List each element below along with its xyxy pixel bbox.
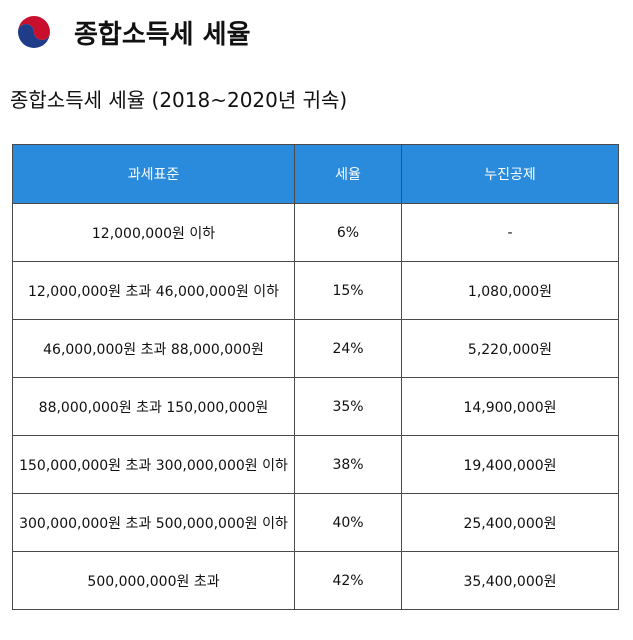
deduction-cell: 1,080,000원 [401, 261, 619, 320]
tax-rate-cell: 24% [294, 319, 402, 378]
tax-base-cell: 12,000,000원 이하 [12, 203, 295, 262]
table-row: 46,000,000원 초과 88,000,000원 24% 5,220,000… [12, 319, 619, 378]
page-header: 종합소득세 세율 [14, 10, 251, 54]
table-row: 150,000,000원 초과 300,000,000원 이하 38% 19,4… [12, 435, 619, 494]
table-row: 300,000,000원 초과 500,000,000원 이하 40% 25,4… [12, 493, 619, 552]
table-row: 500,000,000원 초과 42% 35,400,000원 [12, 551, 619, 610]
deduction-cell: 14,900,000원 [401, 377, 619, 436]
tax-base-cell: 150,000,000원 초과 300,000,000원 이하 [12, 435, 295, 494]
deduction-cell: 19,400,000원 [401, 435, 619, 494]
column-header-tax-base: 과세표준 [12, 144, 295, 204]
tax-base-cell: 12,000,000원 초과 46,000,000원 이하 [12, 261, 295, 320]
page-title: 종합소득세 세율 [74, 19, 251, 50]
table-row: 12,000,000원 초과 46,000,000원 이하 15% 1,080,… [12, 261, 619, 320]
tax-rate-cell: 35% [294, 377, 402, 436]
column-header-tax-rate: 세율 [294, 144, 402, 204]
tax-rate-cell: 38% [294, 435, 402, 494]
table-caption: 종합소득세 세율 (2018~2020년 귀속) [10, 88, 348, 112]
tax-base-cell: 88,000,000원 초과 150,000,000원 [12, 377, 295, 436]
tax-rate-cell: 6% [294, 203, 402, 262]
korea-government-emblem-icon [18, 16, 50, 48]
table-header-row: 과세표준 세율 누진공제 [12, 144, 619, 204]
tax-rate-cell: 40% [294, 493, 402, 552]
deduction-cell: - [401, 203, 619, 262]
column-header-progressive-deduction: 누진공제 [401, 144, 619, 204]
tax-rate-table: 과세표준 세율 누진공제 12,000,000원 이하 6% - 12,000,… [12, 144, 619, 610]
tax-rate-cell: 42% [294, 551, 402, 610]
tax-base-cell: 500,000,000원 초과 [12, 551, 295, 610]
table-row: 12,000,000원 이하 6% - [12, 203, 619, 262]
table-row: 88,000,000원 초과 150,000,000원 35% 14,900,0… [12, 377, 619, 436]
deduction-cell: 5,220,000원 [401, 319, 619, 378]
tax-rate-cell: 15% [294, 261, 402, 320]
tax-base-cell: 46,000,000원 초과 88,000,000원 [12, 319, 295, 378]
deduction-cell: 25,400,000원 [401, 493, 619, 552]
deduction-cell: 35,400,000원 [401, 551, 619, 610]
tax-base-cell: 300,000,000원 초과 500,000,000원 이하 [12, 493, 295, 552]
